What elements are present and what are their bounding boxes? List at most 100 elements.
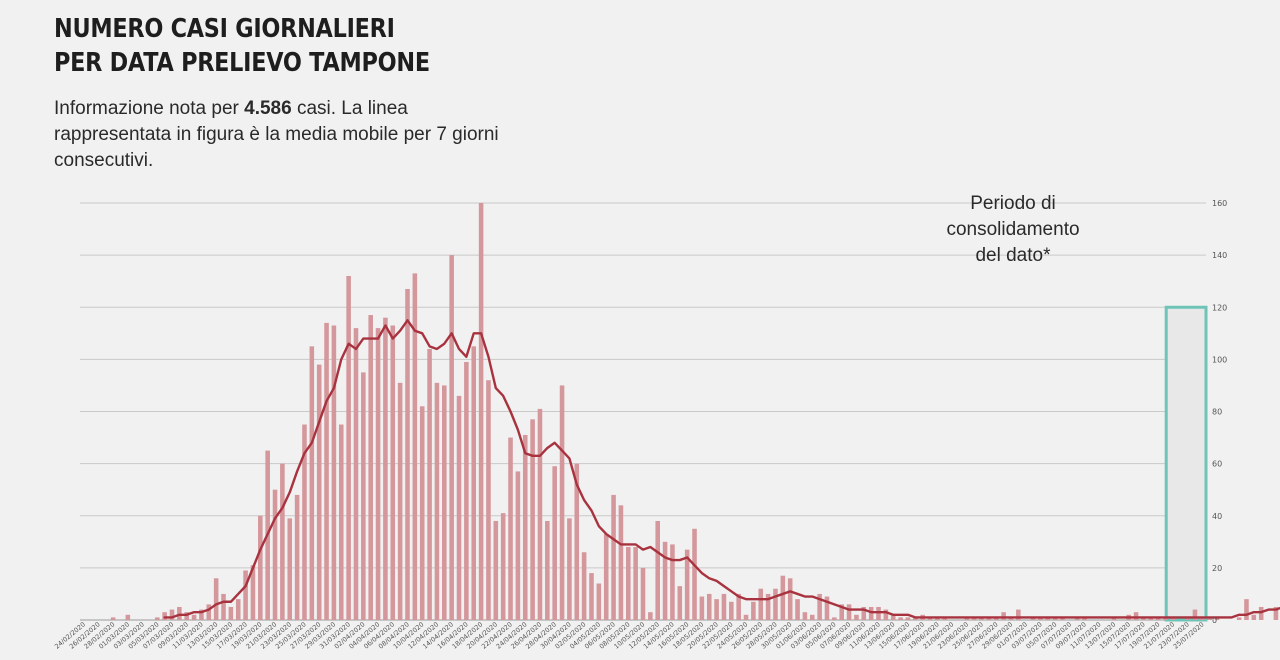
bar [508, 437, 513, 620]
bar [464, 361, 469, 620]
bar [1185, 617, 1190, 620]
bar [714, 599, 719, 620]
annotation-line-2: consolidamento [946, 219, 1080, 240]
subtitle-text-after: casi. La linea rappresentata in figura è… [54, 98, 499, 171]
bar [213, 578, 219, 620]
bar [258, 515, 263, 620]
bar [927, 617, 933, 620]
bar [500, 513, 506, 620]
bar [1133, 612, 1139, 620]
bar [537, 408, 543, 620]
bar [287, 518, 293, 620]
bar [736, 593, 741, 620]
y-axis-ticks: 0 20 40 60 80 100 120 140 160 [1212, 199, 1227, 625]
bar [890, 614, 896, 620]
y-tick-label: 0 [1212, 616, 1217, 625]
bar [154, 617, 160, 620]
bar [515, 471, 521, 620]
bar [316, 364, 322, 620]
bar [250, 565, 256, 620]
bar [1082, 617, 1087, 620]
bar [883, 609, 889, 620]
y-tick-label: 100 [1212, 355, 1227, 364]
bar [1170, 617, 1176, 620]
bar [692, 528, 697, 620]
bar [221, 593, 226, 620]
bar [1163, 617, 1168, 620]
bar [633, 547, 638, 620]
bar [1052, 617, 1058, 620]
bar [324, 322, 329, 620]
bar [670, 544, 675, 620]
bar [979, 617, 984, 620]
bar [574, 463, 580, 620]
bar [1192, 609, 1198, 620]
consolidation-box [1164, 305, 1208, 622]
bar [1155, 617, 1161, 620]
bar [699, 596, 705, 620]
bar [986, 617, 992, 620]
bar [184, 612, 189, 620]
bar [898, 617, 903, 620]
bar [338, 424, 344, 620]
bar [684, 549, 690, 620]
bar [655, 520, 661, 620]
bar [456, 395, 462, 620]
bar [942, 617, 948, 620]
bar [765, 593, 771, 620]
subtitle-text-before: Informazione nota per [54, 98, 245, 119]
bar [662, 541, 668, 620]
bar [530, 419, 535, 620]
bar [110, 617, 116, 620]
bar [206, 604, 212, 620]
bar [706, 593, 712, 620]
bar [854, 614, 859, 620]
bar [493, 520, 499, 620]
bar [1074, 617, 1080, 620]
bar [913, 617, 918, 620]
bar [235, 599, 241, 620]
bar [199, 609, 204, 620]
bar [368, 315, 373, 620]
bar [832, 617, 837, 620]
x-axis-ticks: 24/02/202026/02/202028/02/202001/03/2020… [53, 620, 1205, 650]
bar [596, 583, 602, 620]
bar [993, 617, 999, 620]
bar [427, 348, 432, 620]
bar [824, 596, 830, 620]
bar-series [110, 203, 1279, 620]
bar [1148, 617, 1154, 620]
bar [1111, 617, 1117, 620]
bar [905, 617, 911, 620]
bar [787, 578, 793, 620]
bar [434, 382, 440, 620]
bar [397, 382, 403, 620]
y-tick-label: 20 [1212, 564, 1222, 573]
bar [1258, 606, 1264, 620]
bar [618, 505, 624, 620]
bar [758, 588, 764, 620]
bar [721, 593, 727, 620]
bar [486, 380, 491, 620]
bar [780, 575, 786, 620]
bar [449, 255, 454, 620]
bar [177, 606, 182, 620]
bar [611, 494, 616, 620]
bar [1273, 606, 1279, 620]
bar [839, 604, 844, 620]
bar [412, 273, 418, 620]
bar [361, 372, 366, 620]
chart-title-line-2: PER DATA PRELIEVO TAMPONE [54, 48, 430, 78]
chart-title-line-1: NUMERO CASI GIORNALIERI [54, 14, 395, 44]
bar [1008, 617, 1014, 620]
bar [552, 466, 557, 620]
bar [405, 289, 410, 620]
bar [272, 489, 278, 620]
bar [567, 518, 572, 620]
bar [346, 275, 351, 620]
bar [581, 552, 587, 620]
bar [589, 573, 594, 620]
bar [1060, 617, 1065, 620]
bar [1214, 617, 1220, 620]
